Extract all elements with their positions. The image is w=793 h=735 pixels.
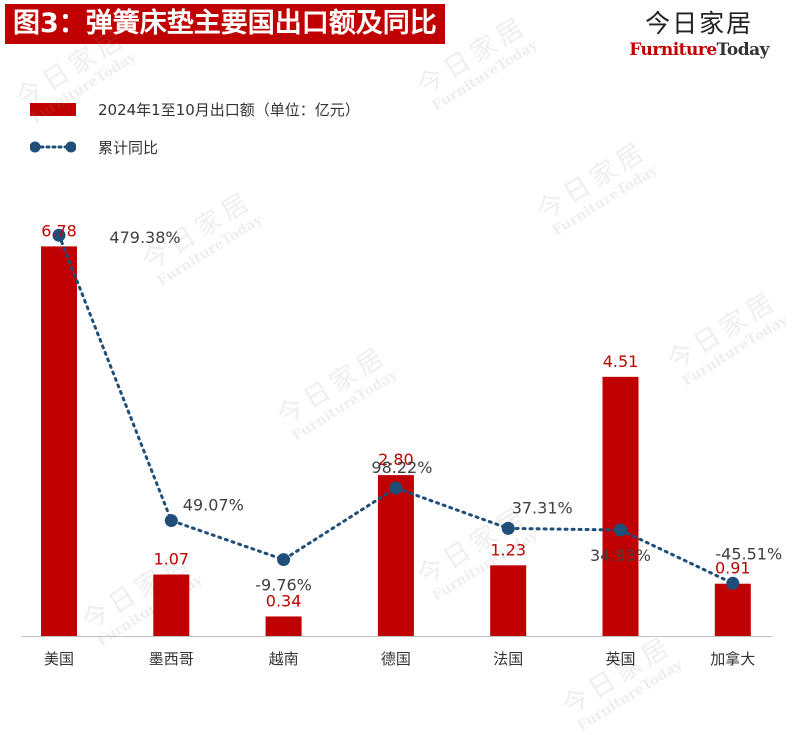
brand-name-en: FurnitureToday	[629, 40, 769, 60]
yoy-label-6: -45.51%	[715, 544, 782, 563]
bar-5	[602, 376, 639, 636]
x-tick-label-1: 墨西哥	[149, 650, 194, 668]
yoy-label-4: 37.31%	[512, 498, 573, 517]
bar-label-3: 2.80	[378, 450, 414, 469]
yoy-point-4	[501, 521, 515, 535]
legend-item-yoy: 累计同比	[30, 128, 360, 166]
bar-label-1: 1.07	[153, 550, 189, 569]
bar-0	[41, 246, 77, 636]
bar-4	[490, 565, 527, 636]
x-tick-label-4: 法国	[493, 650, 523, 668]
yoy-point-1	[164, 514, 178, 528]
x-tick-label-3: 德国	[381, 650, 411, 668]
yoy-point-3	[389, 481, 403, 495]
x-tick-label-6: 加拿大	[710, 650, 755, 668]
x-tick-label-0: 美国	[44, 650, 74, 668]
legend-item-export: 2024年1至10月出口额（单位：亿元）	[30, 90, 360, 128]
bar-2	[265, 616, 302, 636]
bar-1	[153, 574, 190, 636]
brand-name-en-part1: Furniture	[629, 40, 717, 60]
bar-6	[714, 583, 751, 636]
bar-label-6: 0.91	[715, 559, 751, 578]
legend-label-yoy: 累计同比	[98, 138, 159, 157]
bar-label-2: 0.34	[266, 591, 302, 610]
x-tick-label-5: 英国	[605, 650, 635, 668]
legend-bar-swatch	[30, 102, 76, 116]
yoy-label-5: 34.93%	[590, 546, 651, 565]
brand-logo: 今日家居 FurnitureToday	[629, 8, 769, 60]
yoy-label-3: 98.22%	[371, 458, 432, 477]
yoy-point-2	[277, 553, 291, 567]
legend-line-swatch	[30, 141, 76, 153]
bar-label-4: 1.23	[490, 540, 526, 559]
yoy-point-0	[52, 228, 66, 242]
brand-name-cn: 今日家居	[645, 9, 754, 38]
yoy-label-1: 49.07%	[183, 496, 244, 515]
bar-label-0: 6.78	[41, 221, 77, 240]
yoy-point-5	[614, 523, 627, 537]
brand-name-en-part2: Today	[716, 40, 770, 60]
yoy-label-2: -9.76%	[255, 576, 312, 595]
chart-title: 图3：弹簧床垫主要国出口额及同比	[5, 4, 445, 44]
x-tick-label-2: 越南	[269, 650, 299, 668]
bar-3	[377, 475, 414, 636]
bar-label-5: 4.51	[603, 352, 639, 371]
yoy-label-0: 479.38%	[109, 228, 180, 247]
legend-label-export: 2024年1至10月出口额（单位：亿元）	[98, 100, 360, 119]
yoy-point-6	[726, 576, 740, 590]
chart-legend: 2024年1至10月出口额（单位：亿元） 累计同比	[30, 90, 360, 166]
